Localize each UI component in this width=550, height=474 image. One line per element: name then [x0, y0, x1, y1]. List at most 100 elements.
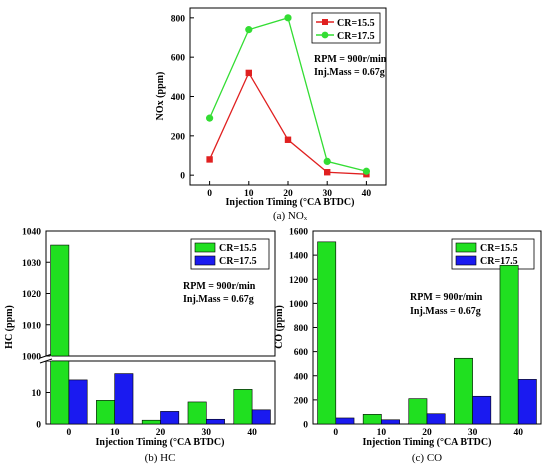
- tick-label: 0: [67, 428, 72, 438]
- y-axis-label: CO (ppm): [274, 305, 285, 349]
- legend-label: CR=17.5: [219, 256, 257, 267]
- tick-label: 1030: [22, 259, 41, 269]
- x-axis-label: Injection Timing (°CA BTDC): [363, 437, 492, 448]
- bar: [426, 413, 446, 425]
- legend-swatch: [455, 255, 477, 266]
- tick-label: 0: [333, 428, 338, 438]
- tick-label: 600: [294, 348, 309, 358]
- legend-swatch-marker: [322, 19, 328, 25]
- bar: [335, 417, 355, 425]
- tick-label: 0: [36, 421, 41, 431]
- bar: [233, 389, 253, 425]
- tick-label: 800: [294, 324, 309, 334]
- bar: [96, 400, 115, 425]
- tick-label: 1000: [289, 300, 308, 310]
- bar: [408, 398, 428, 425]
- data-point: [362, 167, 370, 175]
- legend: CR=15.5 CR=17.5: [311, 12, 381, 44]
- tick-label: 0: [180, 172, 185, 182]
- legend-swatch: [455, 242, 477, 253]
- tick-label: 1600: [289, 228, 308, 238]
- data-point: [245, 26, 253, 34]
- chart-caption: (a) NOₓ: [273, 210, 308, 222]
- tick-label: 30: [202, 428, 212, 438]
- series-line: [209, 71, 367, 175]
- tick-label: 600: [171, 54, 186, 64]
- tick-label: 10: [32, 389, 42, 399]
- tick-label: 1010: [22, 321, 41, 331]
- bar: [381, 419, 400, 425]
- tick-label: 10: [110, 428, 120, 438]
- annotation: Inj.Mass = 0.67g: [314, 67, 385, 78]
- legend-swatch: [194, 255, 216, 266]
- tick-label: 1040: [22, 228, 41, 238]
- legend-label: CR=15.5: [219, 243, 257, 254]
- data-point: [324, 169, 331, 176]
- legend: CR=15.5 CR=17.5: [451, 238, 535, 270]
- tick-label: 40: [247, 428, 257, 438]
- tick-label: 400: [171, 93, 186, 103]
- tick-label: 40: [513, 428, 523, 438]
- annotation: RPM = 900r/min: [410, 292, 483, 303]
- bar: [499, 265, 519, 425]
- tick-label: 30: [322, 189, 332, 199]
- tick-label: 30: [468, 428, 478, 438]
- legend-swatch-marker: [321, 31, 329, 39]
- tick-label: 0: [303, 421, 308, 431]
- bar: [251, 409, 271, 425]
- tick-label: 1200: [289, 276, 308, 286]
- tick-label: 0: [207, 189, 212, 199]
- tick-label: 400: [294, 372, 309, 382]
- chart-caption: (c) CO: [412, 452, 442, 464]
- bar: [317, 241, 337, 425]
- bar-lower-segment: [50, 360, 70, 425]
- tick-label: 200: [294, 396, 309, 406]
- annotation: Inj.Mass = 0.67g: [410, 306, 481, 317]
- bar: [206, 418, 225, 425]
- legend-swatch: [194, 242, 216, 253]
- legend: CR=15.5 CR=17.5: [190, 238, 270, 270]
- tick-label: 10: [244, 189, 254, 199]
- legend-label: CR=15.5: [480, 243, 518, 254]
- annotation: RPM = 900r/min: [314, 54, 387, 65]
- axis-break-gap: [40, 356, 52, 361]
- tick-label: 10: [377, 428, 387, 438]
- y-axis-label: HC (ppm): [4, 305, 15, 349]
- axis-break-mark: [39, 358, 53, 364]
- y-axis-label: NOx (ppm): [155, 72, 166, 121]
- bar: [187, 401, 207, 425]
- legend-label: CR=17.5: [337, 31, 375, 42]
- annotation: Inj.Mass = 0.67g: [183, 294, 254, 305]
- data-point: [206, 156, 213, 163]
- data-point: [284, 136, 292, 143]
- bar: [517, 379, 537, 425]
- data-point: [284, 14, 292, 22]
- tick-label: 1400: [289, 252, 308, 262]
- bar: [454, 357, 473, 425]
- tick-label: 1020: [22, 290, 41, 300]
- annotation: RPM = 900r/min: [183, 281, 256, 292]
- data-point: [323, 157, 331, 165]
- nox-line-chart: NOx (ppm) Injection Timing (°CA BTDC) (a…: [155, 7, 387, 222]
- data-point: [206, 114, 214, 122]
- co-bar-chart: CO (ppm) Injection Timing (°CA BTDC) (c)…: [274, 228, 542, 464]
- hc-bar-chart: HC (ppm) Injection Timing (°CA BTDC) (b)…: [4, 228, 276, 464]
- x-axis-label: Injection Timing (°CA BTDC): [96, 437, 225, 448]
- tick-label: 20: [283, 189, 293, 199]
- x-axis-label: Injection Timing (°CA BTDC): [226, 197, 355, 208]
- tick-label: 800: [171, 14, 186, 24]
- chart-caption: (b) HC: [145, 452, 176, 464]
- bar: [362, 414, 382, 425]
- tick-label: 20: [156, 428, 166, 438]
- legend-box: [311, 12, 381, 44]
- bar: [160, 411, 180, 425]
- legend-label: CR=17.5: [480, 256, 518, 267]
- tick-label: 1000: [22, 353, 41, 363]
- bar: [472, 395, 492, 425]
- tick-label: 40: [362, 189, 372, 199]
- bar: [141, 419, 161, 425]
- tick-label: 20: [422, 428, 432, 438]
- tick-label: 200: [171, 132, 186, 142]
- data-point: [245, 69, 252, 77]
